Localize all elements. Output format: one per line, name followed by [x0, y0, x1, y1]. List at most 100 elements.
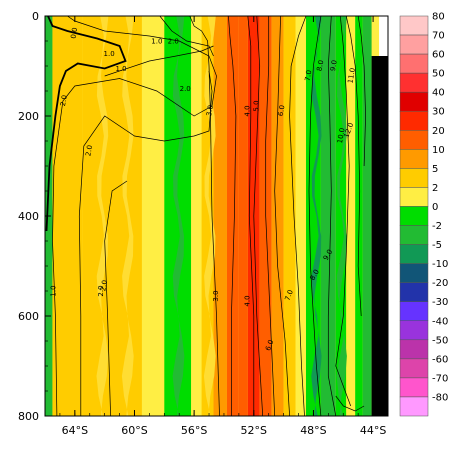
colorbar-label: 70: [432, 31, 445, 42]
contour-label: 2.0: [84, 144, 94, 156]
contour-line: [345, 15, 362, 317]
contour-label: 10.0: [336, 127, 347, 144]
colorbar-swatch: [399, 339, 429, 360]
colorbar-label: 50: [432, 69, 445, 80]
contour-line: [104, 45, 214, 77]
colorbar-swatch: [399, 225, 429, 245]
contour-label: 2.0: [59, 94, 69, 106]
contour-label: 2.0: [97, 285, 105, 296]
x-tick-label: 48°S: [300, 424, 326, 437]
colorbar-label: 2: [432, 183, 438, 194]
colorbar-label: -70: [432, 373, 448, 384]
x-tick-label: 64°S: [62, 424, 88, 437]
contour-line: [308, 15, 322, 417]
contour-label: 1.0: [115, 65, 126, 73]
contour-label: 8.0: [316, 59, 326, 71]
contour-label: 1.0: [151, 38, 162, 46]
data-band-texture: [96, 16, 109, 416]
x-tick-label: 52°S: [241, 424, 267, 437]
data-band: [52, 16, 83, 416]
contour-line: [247, 15, 255, 416]
data-band: [141, 16, 165, 416]
y-tick-label: 200: [18, 110, 39, 123]
axes: 64°S 60°S 56°S 52°S 48°S 44°S 0 200 400 600 800: [18, 10, 389, 437]
colorbar-label: 5: [432, 164, 438, 175]
contour-line: [274, 15, 290, 417]
contour-label: 1.0: [49, 285, 57, 296]
colorbar-label: 10: [432, 145, 445, 156]
colorbar-swatch: [399, 15, 429, 36]
data-band: [335, 16, 347, 416]
data-band-texture: [203, 16, 216, 416]
contour-label: 2.0: [180, 85, 191, 93]
colorbar-label: 80: [432, 12, 445, 23]
colorbar-label: 20: [432, 126, 445, 137]
contour-line: [159, 15, 214, 57]
colorbar-label: 0: [432, 202, 438, 213]
y-tick-label: 0: [32, 10, 39, 23]
data-band: [226, 16, 239, 416]
colorbar-label: -80: [432, 392, 448, 403]
contour-line: [265, 16, 276, 417]
data-band-texture: [172, 16, 185, 416]
colorbar-swatch: [399, 91, 429, 112]
colorbar-swatch: [399, 301, 429, 322]
contour-label: 11.0: [346, 67, 357, 84]
contour-line: [78, 70, 213, 416]
colorbar-swatch: [399, 396, 429, 417]
colorbar-label: -60: [432, 354, 448, 365]
contour-line: [253, 15, 264, 417]
colorbar: 8070605040302010520-2-5-10-20-30-40-50-6…: [399, 12, 448, 417]
colorbar-swatch: [399, 263, 429, 283]
colorbar-label: -40: [432, 316, 448, 327]
colorbar-swatch: [399, 320, 429, 341]
x-tick-label: 44°S: [360, 424, 386, 437]
data-band: [271, 16, 284, 416]
colorbar-swatch: [399, 358, 429, 379]
colorbar-swatch: [399, 187, 429, 207]
contour-label: 2.0: [168, 38, 179, 46]
contour-label: 7.0: [304, 69, 314, 81]
contour-line: [45, 15, 127, 232]
colorbar-swatch: [399, 34, 429, 55]
colorbar-swatch: [399, 149, 429, 169]
colorbar-swatch: [399, 244, 429, 264]
data-band: [320, 16, 336, 416]
contour-lines: [45, 15, 366, 417]
data-band: [362, 16, 372, 416]
contour-line: [335, 395, 365, 412]
colorbar-label: -2: [432, 221, 442, 232]
data-band: [238, 16, 248, 416]
land-mask-top: [379, 16, 388, 56]
contour-label: 9.0: [329, 59, 339, 71]
contour-line: [289, 15, 307, 417]
x-tick-label: 60°S: [121, 424, 147, 437]
data-band: [213, 16, 227, 416]
contour-label: 5.0: [252, 100, 260, 111]
colorbar-label: 60: [432, 50, 445, 61]
data-band-texture: [311, 16, 322, 416]
contour-line: [357, 15, 366, 167]
data-band-texture: [121, 16, 134, 416]
data-band-texture: [336, 16, 347, 416]
contour-label: 4.0: [243, 295, 251, 306]
contour-line: [228, 15, 237, 416]
data-band: [283, 16, 296, 416]
contour-label: 0.0: [69, 27, 79, 39]
contour-line: [327, 15, 337, 417]
y-tick-label: 800: [18, 410, 39, 423]
contour-label: 1.0: [104, 50, 115, 58]
colorbar-label: -30: [432, 297, 448, 308]
colorbar-label: -50: [432, 335, 448, 346]
colorbar-label: -10: [432, 259, 448, 270]
contour-label: 3.0: [205, 104, 215, 116]
colorbar-swatch: [399, 282, 429, 302]
contour-line: [335, 15, 352, 407]
colorbar-swatch: [399, 168, 429, 188]
contour-label: 2.0: [99, 279, 109, 291]
colorbar-label: -5: [432, 240, 442, 251]
data-band: [295, 16, 306, 416]
contour-label: 3.0: [212, 290, 220, 301]
colorbar-swatch: [399, 206, 429, 226]
